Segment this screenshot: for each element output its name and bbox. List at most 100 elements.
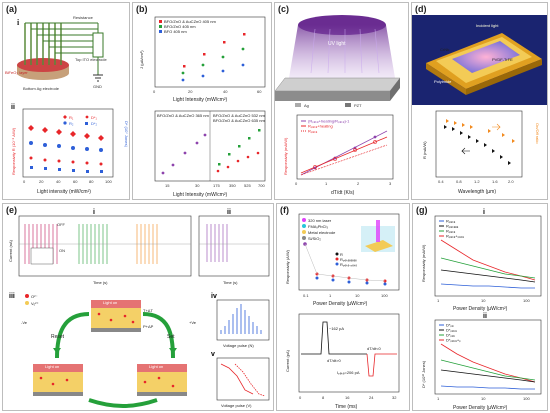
label-top-ito: Top ITO electrode [75, 57, 107, 62]
c-legend-3: Rₚₑₖₑ [308, 129, 318, 134]
e-reset: Reset [51, 334, 65, 340]
svg-text:10: 10 [481, 396, 486, 401]
panel-b: (b) BFO/ZnO & AuCZnO 405 nm BFO/ZnO 405 … [132, 2, 272, 200]
panel-d-graphics: Incident light CrNb PVDF-TrFE Polyimide … [412, 15, 547, 195]
a-legend-d1: D*₁ [91, 115, 97, 120]
c-lines [300, 130, 388, 176]
g-legend-i-3: Rₚₑₖₑ [446, 229, 456, 234]
a-markers [28, 125, 104, 173]
f-rlegend-1: R [340, 252, 343, 257]
svg-text:8: 8 [322, 395, 325, 400]
panel-f-graphics: 320 nm laser FMAₓPbCl₃ Metal electrode S… [285, 213, 400, 410]
svg-text:700: 700 [258, 183, 265, 188]
label-resistance: Resistance [73, 15, 94, 20]
svg-text:32: 32 [392, 395, 397, 400]
panel-f-label: (f) [280, 205, 289, 215]
g-ii-lines [440, 343, 536, 390]
b-subleg-3: BFO/ZnO & AuCZnO 635 nm [213, 118, 265, 123]
e-xlabel-iv: Voltage pulse (N) [223, 343, 254, 348]
g-legend-ii-3: D*ₚₑₖ [446, 333, 456, 338]
panel-a: (a) i [2, 2, 130, 200]
panel-g-graphics: i Rₚₑₖₑ Rₚₑₖₑₑₑ Rₚₑₖₑ Rₚₑₖₑ+ₚₑₖₑ 1 10 10… [421, 209, 542, 411]
panel-g-label: (g) [416, 205, 428, 215]
e-iii-cells [33, 300, 187, 408]
panel-e-graphics: i OFF ON Time (s) Current (nA) ii [8, 209, 270, 408]
label-uv-light: UV light [328, 41, 346, 47]
b-legend-2: BFO/ZnO 405 nm [164, 24, 196, 29]
label-bifeo3: BiFeO₃ layer [5, 70, 28, 75]
e-i-traces [19, 224, 191, 264]
a-legend-r1: R₁ [69, 115, 74, 120]
f-ylabel-bottom: Current (pA) [285, 349, 290, 372]
svg-text:100: 100 [523, 396, 530, 401]
g-legend-i-1: Rₚₑₖₑ [446, 219, 456, 224]
svg-text:1: 1 [437, 396, 440, 401]
panel-d-label: (d) [415, 4, 427, 14]
d-xlabel: Wavelength (µm) [458, 189, 496, 195]
d-ylabel: R (mA/W) [422, 141, 427, 159]
b-xlabel-top: Light Intensity (mW/cm²) [173, 97, 228, 103]
c-legend-1: (Rₚₑₖₑ+heating/Rₚₑₖₑ)-1 [308, 119, 350, 124]
svg-text:0.1: 0.1 [303, 293, 309, 298]
panel-b-label: (b) [136, 4, 148, 14]
g-xlabel-i: Power Density (µW/cm²) [453, 306, 508, 312]
f-annot-4: Iₚₑₖₑ=206 pA [337, 370, 360, 375]
label-gnd: GND [93, 84, 102, 89]
panel-c: (c) UV light Ag PZT [274, 2, 409, 200]
panel-e-label: (e) [6, 205, 17, 215]
panel-c-graphics: UV light Ag PZT (Rₚₑₖₑ+heating/Rₚₑₖₑ)-1 … [275, 15, 401, 196]
g-sub-ii: ii [483, 313, 487, 320]
svg-text:2: 2 [357, 181, 360, 186]
e-iv-bars [220, 304, 262, 334]
label-polyimide: Polyimide [434, 79, 452, 84]
e-legend-o: O²⁻ [31, 294, 38, 299]
f-bottom-trace [301, 321, 397, 377]
svg-text:1: 1 [329, 293, 332, 298]
f-legend-2: FMAₓPbCl₃ [308, 224, 328, 229]
svg-text:2.0: 2.0 [508, 179, 514, 184]
e-ve-pos: +Ve [189, 320, 197, 325]
e-sub-i: i [93, 209, 95, 216]
g-legend-i-2: Rₚₑₖₑₑₑ [446, 224, 459, 229]
panel-d: (d) Incident light CrNb PVDF-TrFE Polyim… [411, 2, 548, 200]
svg-text:0: 0 [295, 181, 298, 186]
e-ylabel-i: Current (nA) [8, 239, 13, 262]
g-sub-i: i [483, 209, 485, 216]
svg-text:175: 175 [213, 183, 220, 188]
svg-text:60: 60 [73, 179, 78, 184]
svg-text:10: 10 [355, 293, 360, 298]
svg-text:350: 350 [229, 183, 236, 188]
d-markers [444, 119, 515, 165]
f-annot-1: ~162 pA [329, 326, 344, 331]
svg-text:100: 100 [381, 293, 388, 298]
label-pvdf: PVDF-TrFE [492, 57, 513, 62]
f-rlegend-3: Rₚₑₖₑ-ₚₑₖₑ [340, 262, 358, 267]
label-pzt: PZT [354, 103, 362, 108]
svg-text:20: 20 [39, 179, 44, 184]
device-schematic [17, 22, 104, 82]
g-xlabel-ii: Power Density (µW/cm²) [453, 405, 508, 411]
panel-g: (g) i Rₚₑₖₑ Rₚₑₖₑₑₑ Rₚₑₖₑ Rₚₑₖₑ+ₚₑₖₑ 1 1… [412, 203, 548, 411]
c-legend-2: Rₚₑₖₑ+heating [308, 124, 333, 129]
svg-text:40: 40 [223, 89, 228, 94]
e-light-on-right: Light on [149, 364, 163, 369]
svg-text:80: 80 [89, 179, 94, 184]
svg-text:1.2: 1.2 [474, 179, 480, 184]
g-ylabel-i: Responsivity (mA/W) [421, 244, 426, 282]
g-legend-ii-2: D*ₚₑₖₑ [446, 328, 457, 333]
e-sub-iv: iv [211, 293, 217, 300]
e-sub-v: v [211, 351, 215, 358]
label-incident-light: Incident light [476, 23, 499, 28]
svg-text:16: 16 [345, 395, 350, 400]
chart-a-ii: ii [11, 104, 129, 195]
c-xlabel: dT/dt (K/s) [331, 190, 355, 196]
f-legend-1: 320 nm laser [308, 218, 332, 223]
e-legend-v: Vₒ²⁺ [31, 301, 39, 306]
b-subleg-1: BFO/ZnO & AuCZnO 365 nm [157, 113, 209, 118]
f-xlabel-bottom: Time (ms) [335, 404, 358, 410]
svg-text:100: 100 [105, 179, 112, 184]
svg-text:24: 24 [369, 395, 374, 400]
b-subleg-2: BFO/ZnO & AuCZnO 532 nm [213, 113, 265, 118]
a-ylabel: Responsivity R (10⁻⁶ A/W) [11, 127, 16, 175]
panel-c-label: (c) [278, 4, 289, 14]
